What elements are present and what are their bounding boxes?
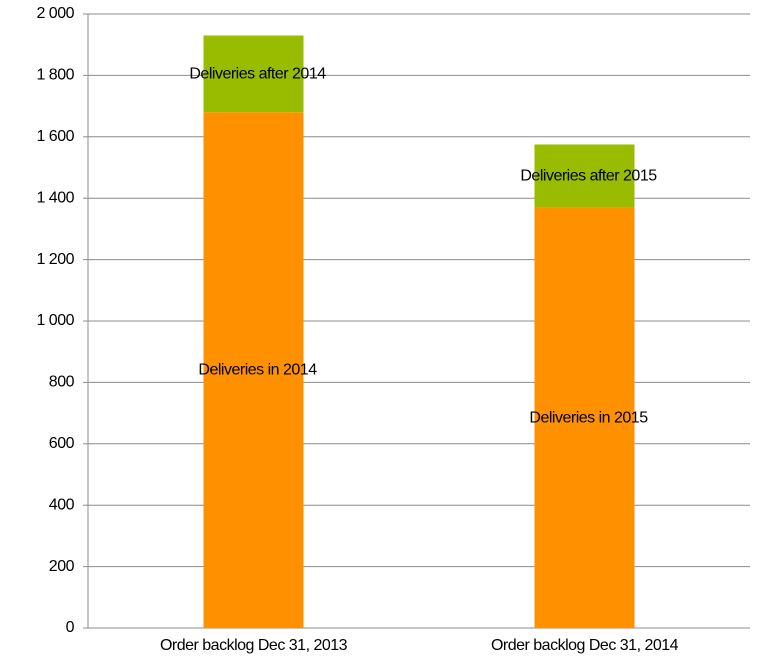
x-tick-label: Order backlog Dec 31, 2013 bbox=[160, 637, 348, 654]
segment-label: Deliveries in 2014 bbox=[198, 361, 317, 379]
x-tick-label: Order backlog Dec 31, 2014 bbox=[491, 637, 679, 654]
bar-segment bbox=[203, 112, 304, 629]
y-tick-label: 200 bbox=[49, 558, 75, 575]
segment-label: Deliveries after 2015 bbox=[520, 167, 657, 185]
bar-segment bbox=[534, 144, 635, 208]
bar-segment bbox=[534, 207, 635, 628]
y-tick-label: 600 bbox=[49, 435, 75, 452]
y-tick-label: 1 400 bbox=[36, 189, 74, 206]
y-tick-label: 1 200 bbox=[36, 251, 74, 268]
segment-label: Deliveries after 2014 bbox=[189, 65, 326, 83]
y-tick-label: 1 600 bbox=[36, 128, 74, 145]
y-tick-label: 400 bbox=[49, 496, 75, 513]
segment-label: Deliveries in 2015 bbox=[529, 409, 648, 427]
y-tick-label: 2 000 bbox=[36, 5, 74, 22]
bar-segment bbox=[203, 35, 304, 113]
y-tick-label: 1 000 bbox=[36, 312, 74, 329]
y-tick-label: 0 bbox=[66, 619, 75, 636]
y-tick-label: 1 800 bbox=[36, 67, 74, 84]
y-tick-label: 800 bbox=[49, 374, 75, 391]
